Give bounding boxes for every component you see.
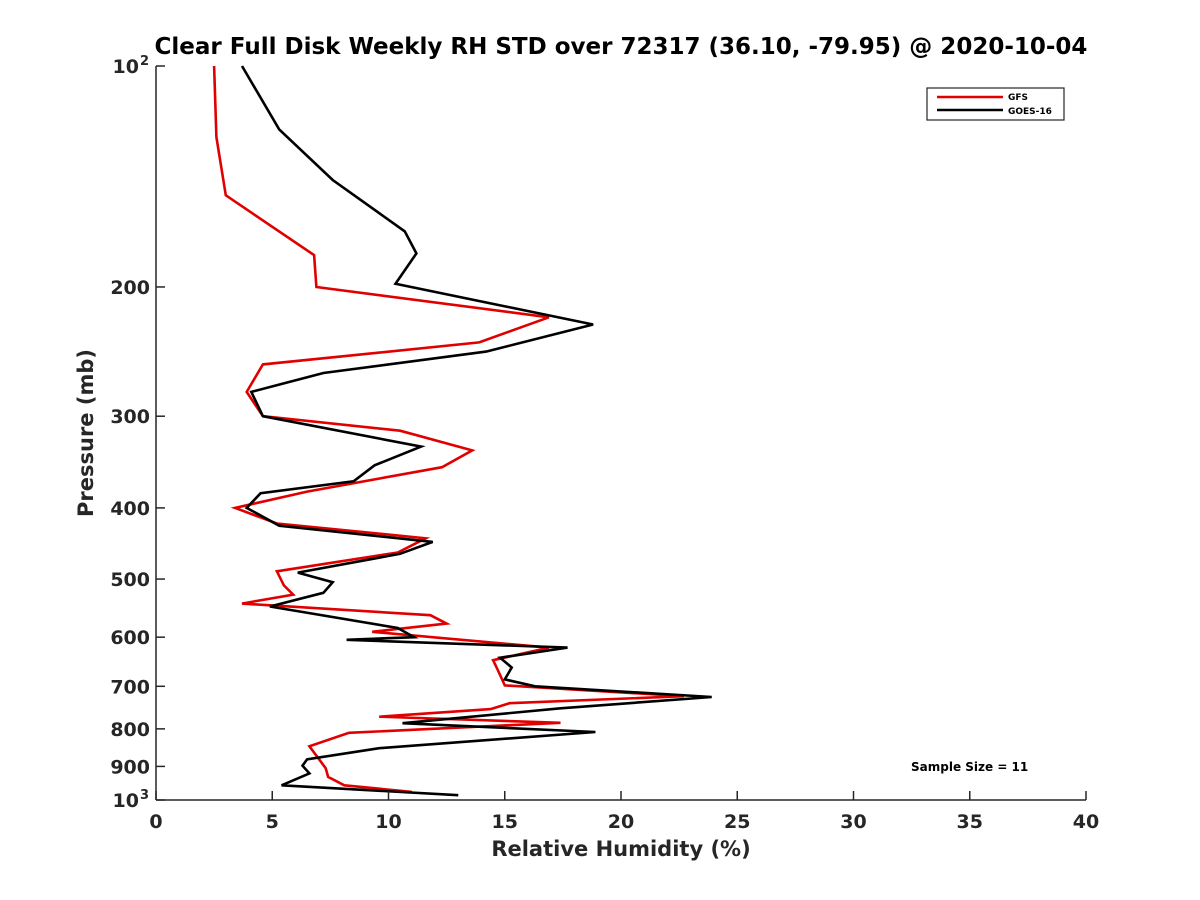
- y-tick-label: 900: [110, 756, 150, 778]
- legend-box: [926, 87, 1065, 121]
- y-tick-label: 600: [110, 627, 150, 649]
- x-tick-label: 35: [957, 811, 983, 833]
- x-tick-label: 10: [375, 811, 401, 833]
- y-tick-label: 200: [110, 277, 150, 299]
- legend-label-gfs: GFS: [1008, 93, 1028, 103]
- x-tick-label: 0: [149, 811, 162, 833]
- y-tick-exponent: 2: [140, 54, 149, 69]
- axes: [155, 66, 1086, 801]
- y-tick-label: 10: [113, 56, 139, 78]
- y-tick-label: 800: [110, 719, 150, 741]
- x-tick-label: 30: [840, 811, 866, 833]
- x-tick-label: 15: [492, 811, 518, 833]
- series-line-goes16: [240, 65, 712, 797]
- legend-label-goes16: GOES-16: [1008, 107, 1052, 117]
- chart-title: Clear Full Disk Weekly RH STD over 72317…: [155, 34, 1088, 60]
- series-layer: [212, 65, 712, 797]
- y-tick-label: 700: [110, 676, 150, 698]
- y-tick-label: 400: [110, 498, 150, 520]
- x-ticks: 0 5 10 15 20 25 30 35 40: [149, 791, 1099, 833]
- x-tick-label: 20: [608, 811, 634, 833]
- sample-size-annotation: Sample Size = 11: [911, 760, 1028, 774]
- y-axis-label: Pressure (mb): [74, 349, 98, 517]
- y-tick-label: 500: [110, 569, 150, 591]
- x-tick-label: 40: [1073, 811, 1099, 833]
- series-line-gfs: [212, 65, 684, 794]
- x-tick-label: 5: [266, 811, 279, 833]
- y-tick-label: 10: [113, 790, 139, 812]
- legend: GFS GOES-16: [926, 87, 1065, 121]
- x-tick-label: 25: [724, 811, 750, 833]
- y-tick-label: 300: [110, 406, 150, 428]
- x-axis-label: Relative Humidity (%): [491, 837, 750, 861]
- y-tick-exponent: 3: [140, 788, 149, 803]
